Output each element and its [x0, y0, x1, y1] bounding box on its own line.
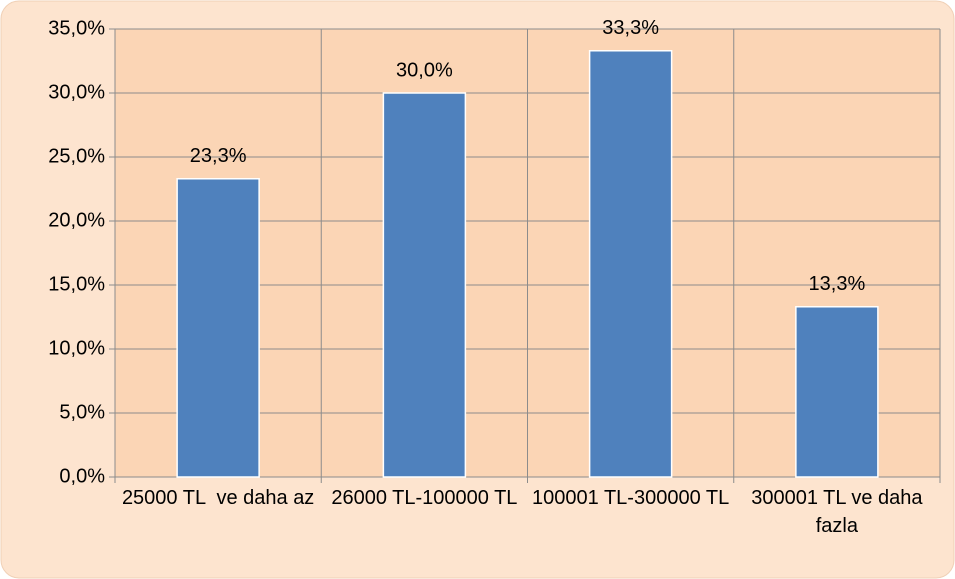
x-tick-label-box: 26000 TL-100000 TL: [331, 487, 518, 509]
y-tick-label: 25,0%: [48, 145, 105, 167]
y-tick-label: 15,0%: [48, 273, 105, 295]
x-tick-label: 100001 TL-300000 TL: [532, 487, 730, 509]
x-tick-label: 300001 TL ve daha fazla: [751, 487, 929, 537]
data-label: 30,0%: [396, 59, 453, 81]
y-tick-label: 35,0%: [48, 17, 105, 39]
bar: [588, 50, 673, 478]
bar: [795, 306, 879, 478]
data-label: 33,3%: [602, 17, 659, 39]
x-tick-label: 25000 TL ve daha az: [121, 487, 315, 509]
y-tick-label: 0,0%: [59, 465, 105, 487]
x-tick-label-box: 300001 TL ve daha fazla: [751, 487, 929, 537]
x-tick-label-box: 100001 TL-300000 TL: [532, 487, 730, 509]
y-tick-label: 10,0%: [48, 337, 105, 359]
data-label: 13,3%: [809, 273, 866, 295]
y-tick-label: 30,0%: [48, 81, 105, 103]
x-tick-label: 26000 TL-100000 TL: [331, 487, 518, 509]
bar: [382, 92, 467, 478]
x-tick-label-box: 25000 TL ve daha az: [121, 487, 315, 509]
data-label: 23,3%: [190, 145, 247, 167]
y-tick-label: 5,0%: [59, 401, 105, 423]
bar: [176, 178, 260, 478]
y-tick-label: 20,0%: [48, 209, 105, 231]
